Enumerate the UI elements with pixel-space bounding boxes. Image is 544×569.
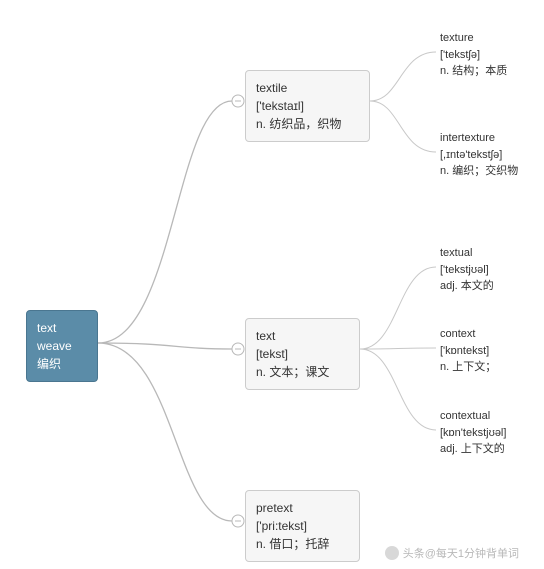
leaf-def: n. 编织；交织物 <box>440 163 518 180</box>
watermark: 头条@每天1分钟背单词 <box>385 545 519 561</box>
leaf-word: contextual <box>440 408 506 425</box>
node-phon: [tekst] <box>256 345 349 363</box>
leaf-def: adj. 本文的 <box>440 278 494 295</box>
node-def: n. 纺织品，织物 <box>256 115 359 133</box>
leaf-phon: ['tekstjʊəl] <box>440 262 494 279</box>
leaf-word: context <box>440 326 496 343</box>
leaf-phon: ['kɒntekst] <box>440 343 496 360</box>
node-pretext[interactable]: pretext ['pri:tekst] n. 借口；托辞 <box>245 490 360 562</box>
leaf-textual[interactable]: textual ['tekstjʊəl] adj. 本文的 <box>440 245 494 295</box>
watermark-label: 头条@每天1分钟背单词 <box>403 545 519 561</box>
node-phon: ['tekstaɪl] <box>256 97 359 115</box>
node-word: textile <box>256 79 359 97</box>
leaf-phon: [,ɪntə'tekstʃə] <box>440 147 518 164</box>
node-word: text <box>256 327 349 345</box>
leaf-context[interactable]: context ['kɒntekst] n. 上下文； <box>440 326 496 376</box>
node-phon: ['pri:tekst] <box>256 517 349 535</box>
root-node[interactable]: text weave 编织 <box>26 310 98 382</box>
leaf-word: textual <box>440 245 494 262</box>
node-def: n. 借口；托辞 <box>256 535 349 553</box>
watermark-icon <box>385 546 399 560</box>
leaf-def: adj. 上下文的 <box>440 441 506 458</box>
leaf-def: n. 结构；本质 <box>440 63 507 80</box>
leaf-contextual[interactable]: contextual [kɒn'tekstjʊəl] adj. 上下文的 <box>440 408 506 458</box>
leaf-texture[interactable]: texture ['tekstʃə] n. 结构；本质 <box>440 30 507 80</box>
leaf-intertexture[interactable]: intertexture [,ɪntə'tekstʃə] n. 编织；交织物 <box>440 130 518 180</box>
root-line3: 编织 <box>37 355 87 373</box>
mindmap-canvas: text weave 编织 textile ['tekstaɪl] n. 纺织品… <box>0 0 544 569</box>
root-line1: text <box>37 319 87 337</box>
node-word: pretext <box>256 499 349 517</box>
node-text[interactable]: text [tekst] n. 文本；课文 <box>245 318 360 390</box>
node-textile[interactable]: textile ['tekstaɪl] n. 纺织品，织物 <box>245 70 370 142</box>
leaf-phon: [kɒn'tekstjʊəl] <box>440 425 506 442</box>
leaf-word: texture <box>440 30 507 47</box>
leaf-word: intertexture <box>440 130 518 147</box>
leaf-phon: ['tekstʃə] <box>440 47 507 64</box>
root-line2: weave <box>37 337 87 355</box>
leaf-def: n. 上下文； <box>440 359 496 376</box>
node-def: n. 文本；课文 <box>256 363 349 381</box>
